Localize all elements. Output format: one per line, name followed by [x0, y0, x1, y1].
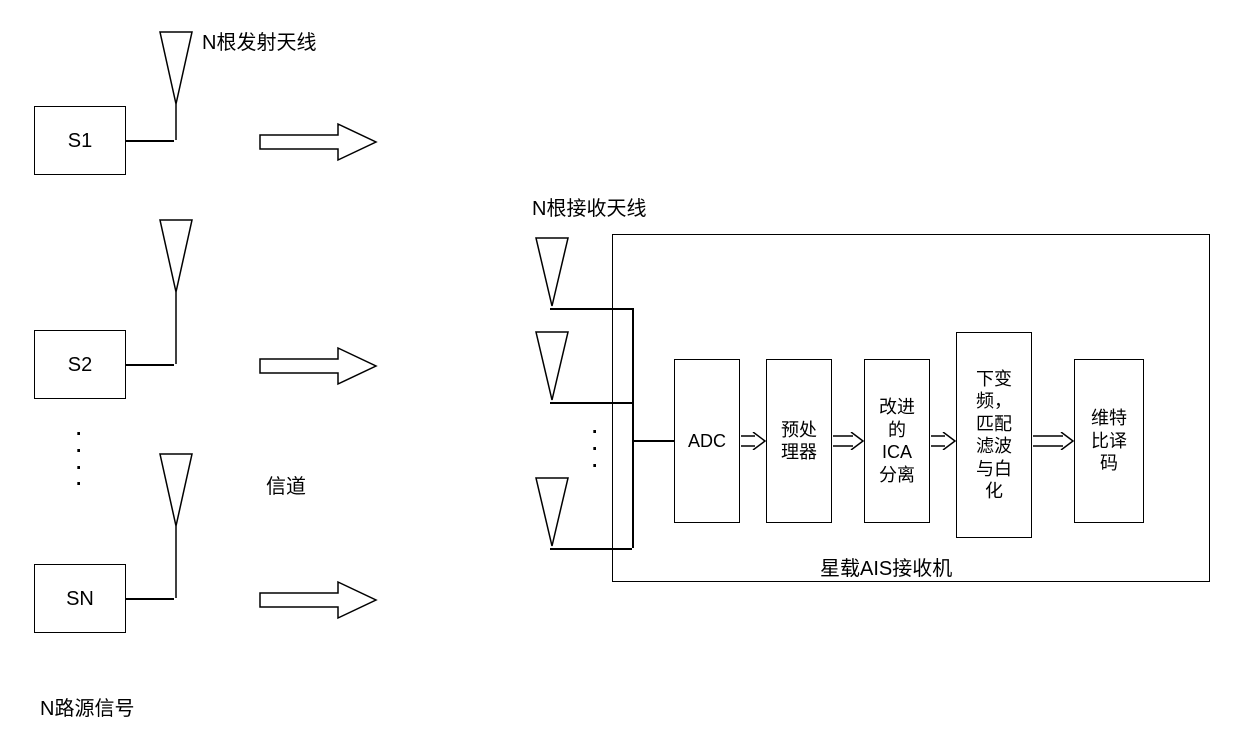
rx-antenna-3 [534, 476, 570, 553]
dbl-arrow-2 [833, 432, 865, 455]
channel-arrow-1 [258, 122, 378, 167]
source-s2-label: S2 [68, 352, 92, 378]
rx-antenna-1 [534, 236, 570, 313]
source-s2: S2 [34, 330, 126, 399]
dbl-arrow-4 [1033, 432, 1075, 455]
tx-antenna-1 [156, 30, 196, 145]
proc-adc: ADC [674, 359, 740, 523]
dbl-arrow-3 [931, 432, 957, 455]
rx-antenna-2 [534, 330, 570, 407]
conn-s2-ant [126, 364, 174, 366]
proc-downconv-label: 下变 频， 匹配 滤波 与白 化 [974, 366, 1014, 505]
proc-ica: 改进 的 ICA 分离 [864, 359, 930, 523]
channel-arrow-3 [258, 580, 378, 625]
source-s1-label: S1 [68, 128, 92, 154]
rx-vdots: ··· [590, 422, 599, 472]
proc-viterbi: 维特 比译 码 [1074, 359, 1144, 523]
dbl-arrow-1 [741, 432, 767, 455]
tx-vdots: ···· [74, 424, 83, 491]
conn-sn-ant [126, 598, 174, 600]
label-rx-antennas: N根接收天线 [532, 192, 646, 221]
tx-antenna-2 [156, 218, 196, 369]
proc-viterbi-label: 维特 比译 码 [1089, 405, 1129, 477]
source-s1: S1 [34, 106, 126, 175]
channel-arrow-2 [258, 346, 378, 391]
label-tx-antennas: N根发射天线 [202, 26, 316, 55]
proc-downconv: 下变 频， 匹配 滤波 与白 化 [956, 332, 1032, 538]
label-n-sources: N路源信号 [40, 692, 134, 721]
proc-ica-label: 改进 的 ICA 分离 [877, 394, 917, 488]
proc-adc-label: ADC [686, 428, 728, 455]
tx-antenna-3 [156, 452, 196, 603]
proc-preproc-label: 预处 理器 [779, 417, 819, 466]
proc-preproc: 预处 理器 [766, 359, 832, 523]
source-sn-label: SN [66, 586, 94, 612]
conn-s1-ant [126, 140, 174, 142]
label-channel: 信道 [266, 470, 306, 499]
receiver-caption: 星载AIS接收机 [820, 552, 952, 581]
source-sn: SN [34, 564, 126, 633]
